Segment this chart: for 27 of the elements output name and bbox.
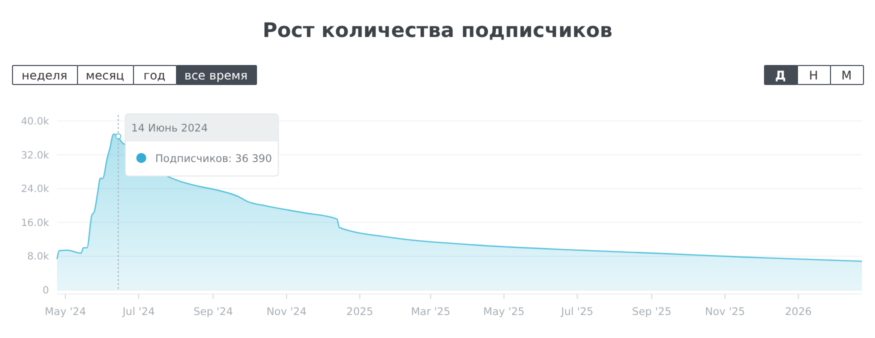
annotation: Подписчиков: 36 390 xyxy=(155,153,272,165)
y-tick-label: 40.0k xyxy=(20,116,50,128)
chart-title: Рост количества подписчиков xyxy=(262,18,612,42)
x-tick-label: Sep '24 xyxy=(194,306,234,318)
y-tick-label: 8.0k xyxy=(27,252,50,263)
text: Д xyxy=(775,68,786,82)
x-tick-label: Mar '25 xyxy=(410,306,450,318)
text: год xyxy=(144,68,166,82)
x-tick-label: May '25 xyxy=(483,306,525,318)
x-tick-label: May '24 xyxy=(44,306,86,318)
text: Н xyxy=(808,68,818,82)
x-tick-label: 2025 xyxy=(346,306,374,318)
text: М xyxy=(841,68,852,82)
x-tick-label: Nov '25 xyxy=(704,306,746,318)
y-tick-label: 32.0k xyxy=(20,150,50,162)
x-tick-label: Sep '25 xyxy=(632,306,672,318)
y-tick-label: 24.0k xyxy=(20,184,50,196)
text: неделя xyxy=(22,68,68,82)
x-tick-label: Nov '24 xyxy=(266,306,307,318)
text: месяц xyxy=(86,68,124,82)
x-tick-label: Jul '25 xyxy=(560,306,594,318)
y-tick-label: 16.0k xyxy=(20,218,50,229)
x-tick-label: 2026 xyxy=(784,306,812,318)
annotation: 14 Июнь 2024 xyxy=(131,122,208,134)
text: все время xyxy=(184,68,248,82)
y-tick-label: 0 xyxy=(42,286,49,296)
x-tick-label: Jul '24 xyxy=(122,306,156,318)
